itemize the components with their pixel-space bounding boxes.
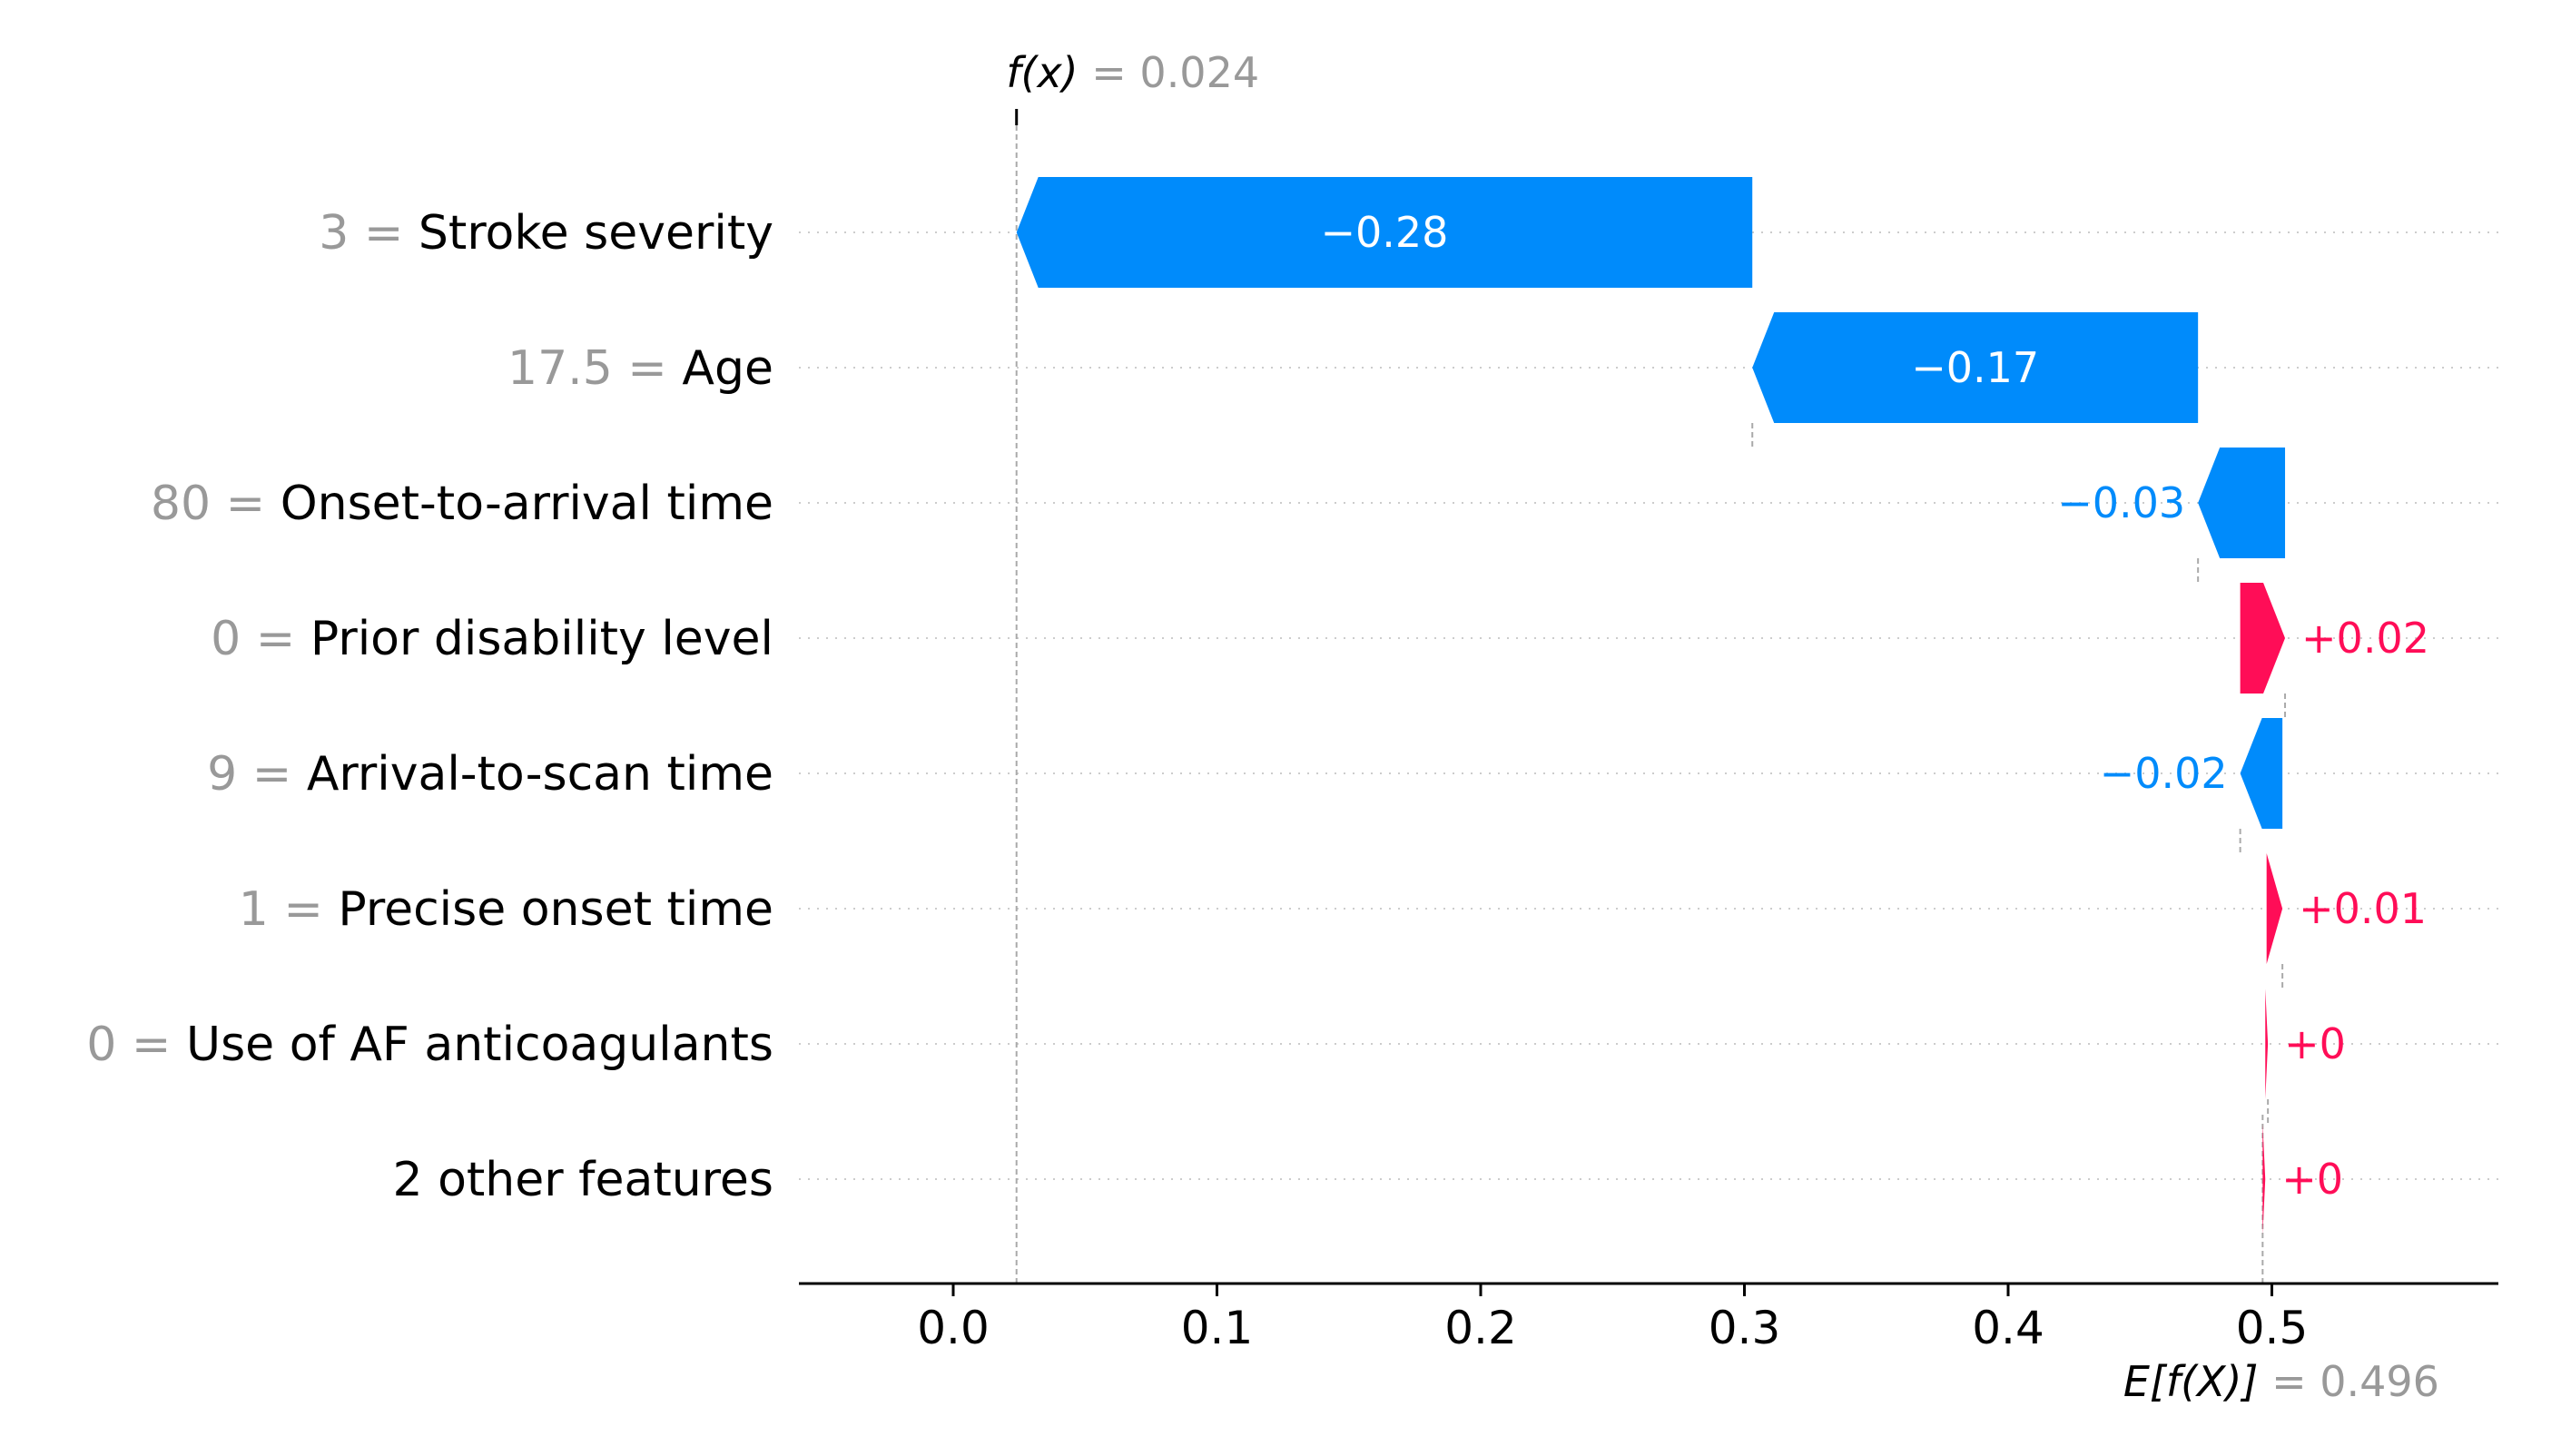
feature-value: 1 = xyxy=(239,882,339,937)
feature-label: 0 = Use of AF anticoagulants xyxy=(86,1018,773,1072)
feature-value: 3 = xyxy=(319,206,419,261)
feature-value: 0 = xyxy=(86,1018,186,1072)
bar-value-label: −0.28 xyxy=(1320,208,1448,257)
bar-positive xyxy=(2240,583,2286,694)
bar-negative xyxy=(2240,718,2283,829)
feature-label: 0 = Prior disability level xyxy=(211,612,773,666)
bar-value-label: −0.03 xyxy=(2057,478,2185,527)
x-tick-label: 0.5 xyxy=(2236,1302,2309,1354)
fx-label-name: f(x) xyxy=(1006,48,1078,97)
feature-name: Arrival-to-scan time xyxy=(307,747,773,802)
bar-negative xyxy=(2198,448,2286,558)
feature-label: 3 = Stroke severity xyxy=(319,206,773,261)
bar-value-label: +0 xyxy=(2281,1155,2343,1204)
bar-value-label: +0 xyxy=(2284,1019,2346,1068)
x-axis-ticks: 0.0 0.1 0.2 0.3 0.4 0.5 xyxy=(917,1284,2308,1354)
feature-name: Onset-to-arrival time xyxy=(281,477,773,531)
feature-labels: 3 = Stroke severity 17.5 = Age 80 = Onset-… xyxy=(86,206,773,1207)
bar-positive xyxy=(2265,989,2269,1099)
feature-label: 1 = Precise onset time xyxy=(239,882,773,937)
fx-label-eq: = xyxy=(1091,48,1139,97)
bar-value-label: −0.17 xyxy=(1911,343,2039,392)
bar-value-label: −0.02 xyxy=(2100,749,2228,798)
feature-value: 80 = xyxy=(151,477,281,531)
efx-label-value: 0.496 xyxy=(2320,1357,2439,1406)
feature-name: 2 other features xyxy=(392,1153,773,1207)
bar-negative xyxy=(1016,177,1753,288)
x-tick-label: 0.1 xyxy=(1181,1302,1254,1354)
bar-positive xyxy=(2262,1124,2266,1235)
fx-annotation: f(x) = 0.024 xyxy=(1006,48,1259,125)
feature-label: 9 = Arrival-to-scan time xyxy=(207,747,773,802)
feature-value: 17.5 = xyxy=(507,341,682,396)
feature-label: 2 other features xyxy=(392,1153,773,1207)
fx-label: f(x) = 0.024 xyxy=(1006,48,1259,97)
bar-value-label: +0.01 xyxy=(2299,884,2427,933)
bar-negative xyxy=(1752,312,2199,423)
connector-lines xyxy=(1015,125,2287,1284)
efx-annotation: E[f(X)] = 0.496 xyxy=(2123,1357,2439,1406)
gridlines xyxy=(799,231,2498,1180)
x-tick-label: 0.2 xyxy=(1444,1302,1517,1354)
efx-label-eq: = xyxy=(2271,1357,2320,1406)
feature-name: Stroke severity xyxy=(419,206,773,261)
feature-label: 17.5 = Age xyxy=(507,341,773,396)
efx-label: E[f(X)] = 0.496 xyxy=(2123,1357,2439,1406)
feature-value: 0 = xyxy=(211,612,310,666)
bars xyxy=(1016,177,2286,1235)
feature-name: Precise onset time xyxy=(338,882,773,937)
x-tick-label: 0.4 xyxy=(1972,1302,2044,1354)
feature-value: 9 = xyxy=(207,747,307,802)
bar-positive xyxy=(2266,853,2283,964)
x-tick-label: 0.0 xyxy=(917,1302,990,1354)
feature-name: Age xyxy=(682,341,773,396)
bar-value-label: +0.02 xyxy=(2301,614,2429,663)
efx-label-name: E[f(X)] xyxy=(2123,1357,2259,1406)
feature-label: 80 = Onset-to-arrival time xyxy=(151,477,773,531)
feature-name: Use of AF anticoagulants xyxy=(186,1018,773,1072)
feature-name: Prior disability level xyxy=(310,612,773,666)
x-tick-label: 0.3 xyxy=(1709,1302,1781,1354)
fx-label-value: 0.024 xyxy=(1139,48,1259,97)
bar-value-labels: −0.28 −0.17 −0.03 +0.02 −0.02 +0.01 +0 +0 xyxy=(1320,208,2429,1204)
